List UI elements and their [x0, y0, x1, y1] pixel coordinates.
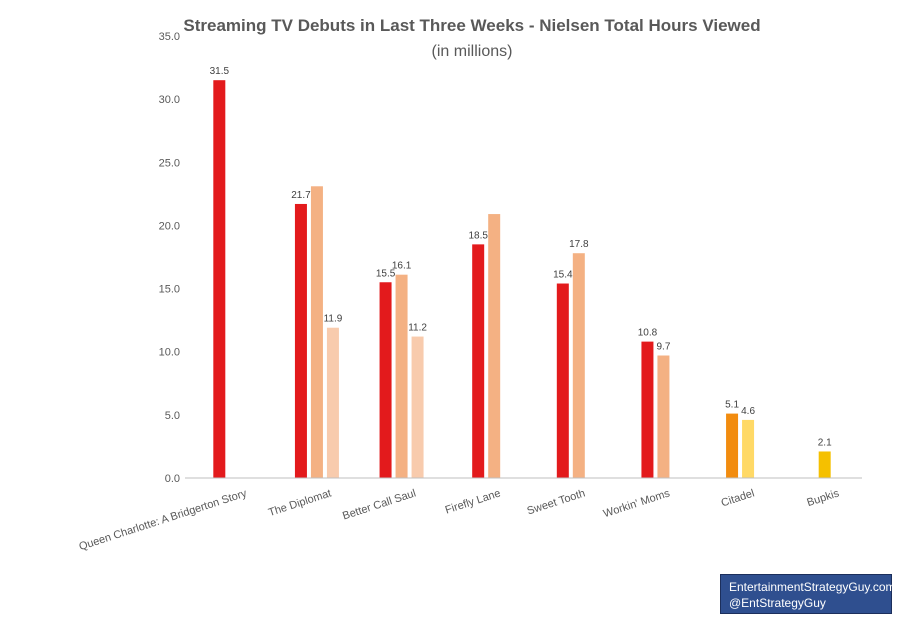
- y-tick-label: 15.0: [159, 284, 180, 296]
- data-label: 11.2: [408, 323, 427, 334]
- bar: [395, 274, 408, 478]
- bars: [213, 80, 831, 478]
- credit-website: EntertainmentStrategyGuy.com: [729, 580, 896, 594]
- bar: [657, 355, 670, 478]
- data-label: 31.5: [210, 66, 230, 77]
- y-axis: 0.0 5.0 10.0 15.0 20.0 25.0 30.0 35.0: [159, 31, 180, 485]
- x-category-label: Workin' Moms: [602, 487, 672, 520]
- credit-handle: @EntStrategyGuy: [729, 596, 826, 610]
- y-tick-label: 35.0: [159, 31, 180, 43]
- data-labels: 31.5 21.7 11.9 15.516.1 11.2 18.5 15.4 17.8 10.8…: [210, 66, 832, 448]
- x-category-label: Queen Charlotte: A Bridgerton Story: [78, 487, 249, 553]
- data-label: 18.5: [468, 230, 488, 241]
- x-category-label: Bupkis: [805, 487, 841, 509]
- bar: [294, 203, 307, 478]
- chart-subtitle: (in millions): [432, 43, 513, 60]
- bar: [556, 283, 569, 478]
- x-category-label: Better Call Saul: [341, 487, 417, 522]
- data-label: 9.7: [656, 342, 670, 353]
- data-label: 11.9: [324, 314, 343, 325]
- bar: [411, 336, 424, 478]
- data-label: 10.8: [638, 328, 658, 339]
- bar: [326, 327, 339, 478]
- x-category-label: The Diplomat: [267, 487, 333, 519]
- data-label: 15.5: [376, 268, 396, 279]
- data-label: 4.6: [741, 406, 755, 417]
- bar: [379, 282, 392, 478]
- x-category-label: Citadel: [720, 487, 756, 509]
- chart-title: Streaming TV Debuts in Last Three Weeks …: [183, 16, 760, 35]
- data-label: 17.8: [569, 239, 589, 250]
- bar: [726, 413, 739, 478]
- credit-box: EntertainmentStrategyGuy.com @EntStrateg…: [720, 574, 896, 614]
- bar: [488, 214, 501, 478]
- y-tick-label: 30.0: [159, 94, 180, 106]
- bar: [742, 419, 755, 478]
- x-category-label: Sweet Tooth: [526, 487, 587, 517]
- bar: [310, 186, 323, 478]
- y-tick-label: 20.0: [159, 220, 180, 232]
- y-tick-label: 25.0: [159, 157, 180, 169]
- data-label: 5.1: [725, 400, 739, 411]
- data-label: 15.4: [553, 270, 573, 281]
- data-label: 16.1: [392, 261, 412, 272]
- y-tick-label: 5.0: [165, 410, 180, 422]
- x-axis: Queen Charlotte: A Bridgerton Story The D…: [78, 477, 862, 553]
- bar: [818, 451, 831, 478]
- data-label: 21.7: [291, 190, 311, 201]
- y-tick-label: 10.0: [159, 347, 180, 359]
- bar: [213, 80, 226, 478]
- bar: [472, 244, 485, 478]
- data-label: 2.1: [818, 437, 832, 448]
- bar: [641, 341, 654, 478]
- x-category-label: Firefly Lane: [444, 487, 502, 516]
- bar: [572, 253, 585, 478]
- y-tick-label: 0.0: [165, 473, 180, 485]
